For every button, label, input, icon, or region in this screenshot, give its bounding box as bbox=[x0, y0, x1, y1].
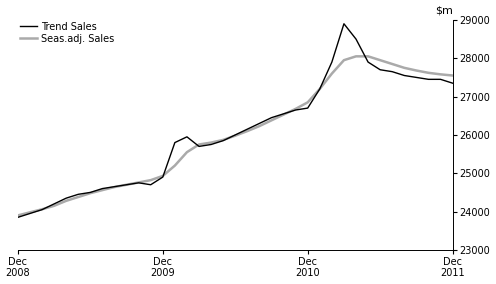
Trend Sales bbox=[63, 199, 69, 202]
Seas.adj. Sales bbox=[317, 87, 323, 91]
Trend Sales bbox=[281, 113, 287, 116]
Trend Sales bbox=[27, 211, 33, 214]
Trend Sales bbox=[208, 141, 214, 144]
Trend Sales bbox=[172, 164, 178, 167]
Seas.adj. Sales bbox=[124, 183, 129, 186]
Seas.adj. Sales bbox=[414, 76, 420, 79]
Seas.adj. Sales bbox=[256, 122, 262, 125]
Seas.adj. Sales bbox=[268, 116, 274, 119]
Seas.adj. Sales bbox=[112, 185, 118, 188]
Trend Sales bbox=[160, 174, 166, 178]
Seas.adj. Sales bbox=[232, 133, 238, 137]
Trend Sales bbox=[220, 138, 226, 142]
Seas.adj. Sales bbox=[401, 74, 407, 77]
Trend Sales bbox=[293, 107, 299, 110]
Trend Sales bbox=[389, 62, 395, 66]
Seas.adj. Sales bbox=[365, 60, 371, 64]
Seas.adj. Sales bbox=[75, 193, 81, 196]
Seas.adj. Sales bbox=[281, 112, 287, 116]
Trend Sales bbox=[401, 66, 407, 70]
Seas.adj. Sales bbox=[450, 82, 456, 85]
Trend Sales bbox=[15, 214, 21, 217]
Seas.adj. Sales bbox=[196, 145, 202, 148]
Trend Sales bbox=[414, 69, 420, 72]
Seas.adj. Sales bbox=[208, 143, 214, 146]
Trend Sales bbox=[437, 73, 443, 76]
Trend Sales bbox=[377, 59, 383, 62]
Trend Sales bbox=[305, 101, 310, 104]
Seas.adj. Sales bbox=[305, 106, 310, 110]
Seas.adj. Sales bbox=[220, 139, 226, 142]
Seas.adj. Sales bbox=[15, 216, 21, 219]
Seas.adj. Sales bbox=[160, 176, 166, 179]
Seas.adj. Sales bbox=[99, 187, 105, 190]
Trend Sales bbox=[112, 185, 118, 189]
Line: Seas.adj. Sales: Seas.adj. Sales bbox=[18, 24, 453, 217]
Seas.adj. Sales bbox=[353, 37, 359, 41]
Seas.adj. Sales bbox=[184, 135, 190, 139]
Trend Sales bbox=[450, 74, 456, 77]
Trend Sales bbox=[341, 59, 347, 62]
Trend Sales bbox=[317, 87, 323, 91]
Seas.adj. Sales bbox=[148, 183, 154, 186]
Trend Sales bbox=[256, 124, 262, 128]
Trend Sales bbox=[148, 178, 154, 182]
Seas.adj. Sales bbox=[87, 191, 93, 194]
Trend Sales bbox=[39, 208, 45, 211]
Trend Sales bbox=[184, 151, 190, 154]
Trend Sales bbox=[99, 188, 105, 192]
Seas.adj. Sales bbox=[329, 60, 335, 64]
Line: Trend Sales: Trend Sales bbox=[18, 56, 453, 215]
Trend Sales bbox=[365, 55, 371, 58]
Seas.adj. Sales bbox=[63, 197, 69, 200]
Trend Sales bbox=[353, 55, 359, 58]
Seas.adj. Sales bbox=[293, 108, 299, 112]
Seas.adj. Sales bbox=[51, 202, 57, 206]
Trend Sales bbox=[426, 71, 432, 74]
Seas.adj. Sales bbox=[389, 70, 395, 73]
Trend Sales bbox=[196, 143, 202, 146]
Trend Sales bbox=[51, 204, 57, 208]
Trend Sales bbox=[87, 191, 93, 195]
Seas.adj. Sales bbox=[426, 78, 432, 81]
Seas.adj. Sales bbox=[341, 22, 347, 26]
Seas.adj. Sales bbox=[172, 141, 178, 144]
Seas.adj. Sales bbox=[377, 68, 383, 72]
Seas.adj. Sales bbox=[39, 208, 45, 211]
Legend: Trend Sales, Seas.adj. Sales: Trend Sales, Seas.adj. Sales bbox=[20, 22, 115, 44]
Seas.adj. Sales bbox=[437, 78, 443, 81]
Seas.adj. Sales bbox=[245, 128, 250, 131]
Trend Sales bbox=[136, 181, 142, 184]
Trend Sales bbox=[245, 130, 250, 133]
Trend Sales bbox=[75, 195, 81, 199]
Text: $m: $m bbox=[435, 5, 453, 15]
Trend Sales bbox=[124, 183, 129, 186]
Seas.adj. Sales bbox=[27, 212, 33, 215]
Trend Sales bbox=[268, 119, 274, 122]
Seas.adj. Sales bbox=[136, 181, 142, 185]
Trend Sales bbox=[232, 134, 238, 137]
Trend Sales bbox=[329, 72, 335, 75]
